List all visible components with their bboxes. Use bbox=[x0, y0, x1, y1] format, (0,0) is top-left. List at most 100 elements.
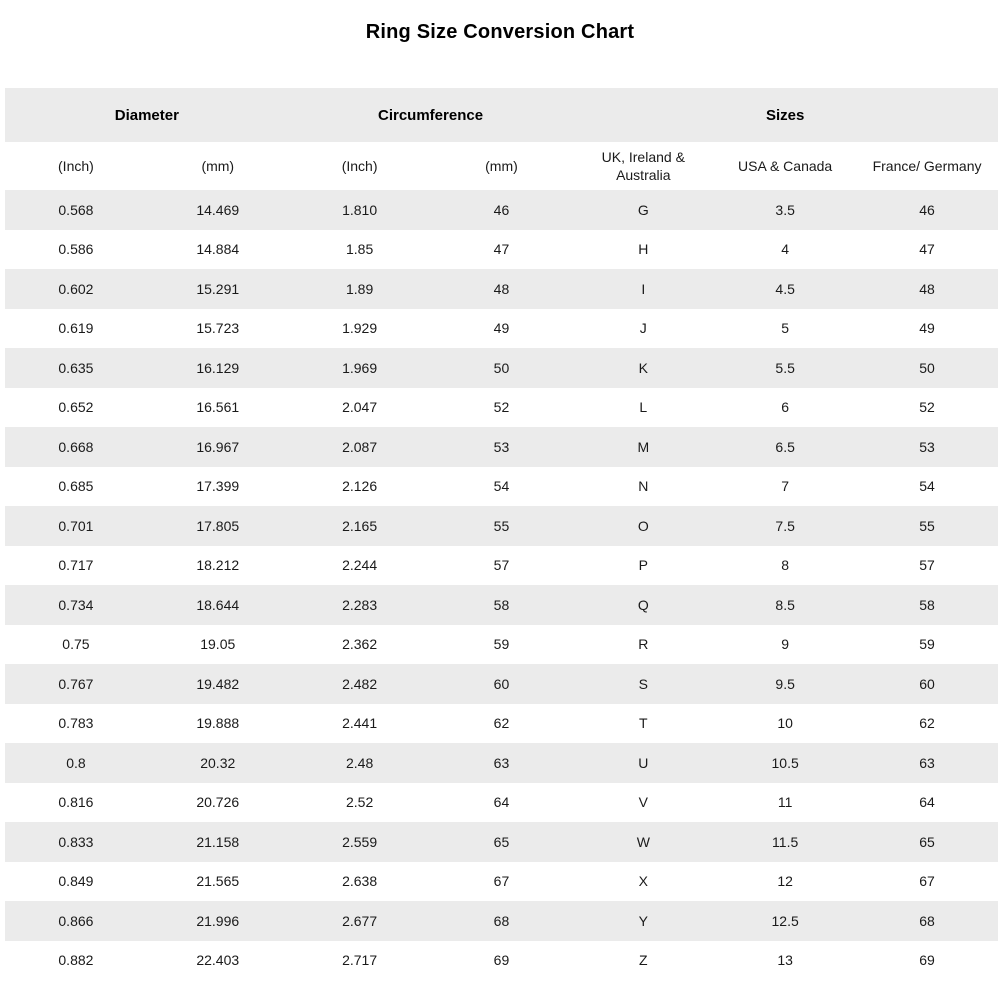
cell: 0.783 bbox=[58, 715, 94, 732]
table-row: 0.619 15.723 1.929 49 J 5 49 bbox=[5, 308, 998, 348]
table-row: 0.701 17.805 2.165 55 O 7.5 55 bbox=[5, 506, 998, 546]
cell: 47 bbox=[919, 241, 935, 258]
cell: 0.8 bbox=[66, 754, 86, 771]
table-header: Diameter Circumference Sizes (Inch) (mm) (In… bbox=[5, 88, 998, 190]
cell: 58 bbox=[493, 596, 510, 613]
page-title: Ring Size Conversion Chart bbox=[365, 21, 635, 43]
cell: 4 bbox=[781, 241, 790, 258]
cell: 1.85 bbox=[345, 241, 374, 258]
cell: 1.969 bbox=[342, 359, 378, 376]
cell: 59 bbox=[919, 636, 935, 653]
cell: 2.362 bbox=[342, 636, 378, 653]
cell: 60 bbox=[493, 675, 510, 692]
cell: L bbox=[639, 399, 648, 416]
table-row: 0.586 14.884 1.85 47 H 4 47 bbox=[5, 229, 998, 269]
cell: 48 bbox=[493, 280, 510, 297]
cell: 63 bbox=[493, 754, 510, 771]
cell: 9 bbox=[781, 636, 790, 653]
cell: 59 bbox=[493, 636, 510, 653]
cell: 54 bbox=[919, 478, 935, 495]
cell: 54 bbox=[493, 478, 510, 495]
cell: 3.5 bbox=[775, 201, 795, 218]
cell: 14.884 bbox=[196, 241, 240, 258]
cell: 2.441 bbox=[342, 715, 378, 732]
cell: 57 bbox=[493, 557, 510, 574]
cell: 2.48 bbox=[345, 754, 374, 771]
cell: 48 bbox=[919, 280, 935, 297]
cell: 63 bbox=[919, 754, 935, 771]
cell: 49 bbox=[493, 320, 510, 337]
cell: 2.126 bbox=[342, 478, 378, 495]
column-header-mm: (mm) bbox=[430, 142, 573, 190]
cell: 17.399 bbox=[196, 478, 240, 495]
cell: 1.810 bbox=[342, 201, 378, 218]
cell: 55 bbox=[919, 517, 935, 534]
table-row: 0.767 19.482 2.482 60 S 9.5 60 bbox=[5, 664, 998, 704]
cell: 18.212 bbox=[196, 557, 240, 574]
cell: 2.165 bbox=[342, 517, 378, 534]
cell: 11.5 bbox=[772, 833, 799, 850]
cell: I bbox=[641, 280, 646, 297]
cell: 0.849 bbox=[58, 873, 94, 890]
cell: 2.087 bbox=[342, 438, 378, 455]
table-row: 0.882 22.403 2.717 69 Z 13 69 bbox=[5, 940, 998, 980]
table-row: 0.717 18.212 2.244 57 P 8 57 bbox=[5, 545, 998, 585]
cell: 52 bbox=[919, 399, 935, 416]
cell: S bbox=[638, 675, 648, 692]
cell: M bbox=[637, 438, 650, 455]
cell: 0.882 bbox=[58, 952, 94, 969]
cell: 12.5 bbox=[771, 912, 799, 929]
table-row: 0.8 20.32 2.48 63 U 10.5 63 bbox=[5, 743, 998, 783]
cell: 17.805 bbox=[196, 517, 240, 534]
cell: J bbox=[639, 320, 647, 337]
table-row: 0.635 16.129 1.969 50 K 5.5 50 bbox=[5, 348, 998, 388]
table-row: 0.734 18.644 2.283 58 Q 8.5 58 bbox=[5, 585, 998, 625]
cell: 47 bbox=[493, 241, 510, 258]
cell: 10.5 bbox=[771, 754, 799, 771]
cell: N bbox=[638, 478, 649, 495]
table-row: 0.783 19.888 2.441 62 T 10 62 bbox=[5, 703, 998, 743]
ring-size-conversion-table: Diameter Circumference Sizes (Inch) (mm) (In… bbox=[5, 88, 998, 980]
table-row: 0.652 16.561 2.047 52 L 6 52 bbox=[5, 387, 998, 427]
table-row: 0.75 19.05 2.362 59 R 9 59 bbox=[5, 624, 998, 664]
cell: 15.723 bbox=[196, 320, 240, 337]
cell: 2.047 bbox=[342, 399, 378, 416]
cell: 2.244 bbox=[342, 557, 378, 574]
cell: 46 bbox=[493, 201, 510, 218]
cell: 62 bbox=[493, 715, 510, 732]
cell: 1.89 bbox=[345, 280, 374, 297]
cell: 5 bbox=[781, 320, 790, 337]
cell: 2.638 bbox=[342, 873, 378, 890]
cell: T bbox=[639, 715, 648, 732]
cell: 49 bbox=[919, 320, 935, 337]
cell: 2.482 bbox=[342, 675, 378, 692]
cell: 0.816 bbox=[58, 794, 94, 811]
cell: 46 bbox=[919, 201, 935, 218]
cell: 8 bbox=[781, 557, 790, 574]
cell: 20.32 bbox=[200, 754, 236, 771]
cell: 15.291 bbox=[196, 280, 240, 297]
cell: 10 bbox=[777, 715, 793, 732]
cell: 0.717 bbox=[58, 557, 94, 574]
cell: 0.652 bbox=[58, 399, 94, 416]
cell: 65 bbox=[493, 833, 510, 850]
cell: 7 bbox=[781, 478, 790, 495]
cell: 6 bbox=[781, 399, 790, 416]
cell: 19.05 bbox=[200, 636, 236, 653]
table-row: 0.833 21.158 2.559 65 W 11.5 65 bbox=[5, 822, 998, 862]
cell: 55 bbox=[493, 517, 510, 534]
column-header-mm: (mm) bbox=[146, 142, 289, 190]
cell: 12 bbox=[777, 873, 793, 890]
column-header-inch: (Inch) bbox=[5, 142, 147, 190]
cell: 6.5 bbox=[775, 438, 795, 455]
table-row: 0.866 21.996 2.677 68 Y 12.5 68 bbox=[5, 901, 998, 941]
cell: 21.996 bbox=[196, 912, 240, 929]
column-group-sizes: Sizes bbox=[572, 88, 998, 142]
cell: O bbox=[637, 517, 649, 534]
cell: 52 bbox=[493, 399, 510, 416]
cell: 50 bbox=[493, 359, 510, 376]
table-body: 0.568 14.469 1.810 46 G 3.5 46 0.586 14.884 1.85 4… bbox=[5, 190, 998, 980]
column-header-row: (Inch) (mm) (Inch) (mm) UK, Ireland & Austra… bbox=[5, 142, 998, 190]
cell: 16.967 bbox=[196, 438, 240, 455]
cell: 62 bbox=[919, 715, 935, 732]
